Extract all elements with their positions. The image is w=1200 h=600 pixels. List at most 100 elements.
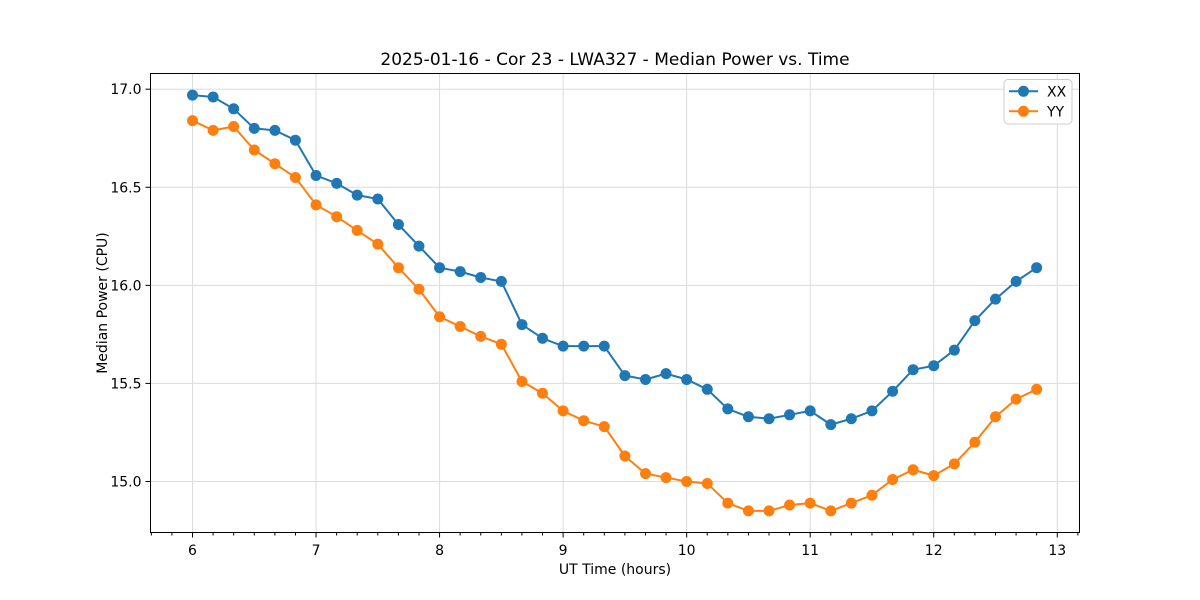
x-tick-label: 10 [678, 543, 696, 559]
data-point [1031, 262, 1043, 274]
data-point [598, 421, 610, 433]
data-point [289, 171, 301, 183]
data-point [516, 375, 528, 387]
data-point [434, 311, 446, 323]
y-tick-label: 17.0 [110, 82, 141, 98]
data-point [454, 321, 466, 333]
data-point [269, 124, 281, 136]
data-point [536, 332, 548, 344]
axes-frame [150, 73, 1080, 533]
data-point [372, 193, 384, 205]
data-point [228, 103, 240, 115]
data-point [557, 405, 569, 417]
data-point [392, 262, 404, 274]
data-point [475, 330, 487, 342]
data-point [866, 405, 878, 417]
data-point [578, 415, 590, 427]
data-point [187, 115, 199, 127]
series-line [191, 94, 1038, 426]
data-point [619, 450, 631, 462]
y-tick-label: 15.5 [110, 376, 141, 392]
data-point [1010, 393, 1022, 405]
axis-ticks [145, 88, 1079, 538]
data-point [495, 275, 507, 287]
data-point [825, 505, 837, 517]
y-tick-label: 16.5 [110, 180, 141, 196]
data-point [372, 238, 384, 250]
data-point [763, 413, 775, 425]
x-tick-label: 7 [312, 543, 321, 559]
data-point [804, 405, 816, 417]
data-point [784, 499, 796, 511]
x-tick-label: 11 [801, 543, 819, 559]
data-point [413, 283, 425, 295]
legend-entry-XX: XX [1009, 84, 1067, 100]
data-point [804, 497, 816, 509]
data-point [248, 144, 260, 156]
data-point [887, 385, 899, 397]
data-point [989, 411, 1001, 423]
data-point [207, 124, 219, 136]
data-point [495, 338, 507, 350]
data-point [660, 368, 672, 380]
data-point [928, 470, 940, 482]
data-point [825, 419, 837, 431]
data-point [1031, 383, 1043, 395]
data-point [598, 340, 610, 352]
data-point [228, 120, 240, 132]
data-point [516, 319, 528, 331]
data-point [969, 436, 981, 448]
x-tick-label: 8 [435, 543, 444, 559]
data-point [434, 262, 446, 274]
x-tick-label: 6 [188, 543, 197, 559]
data-point [948, 458, 960, 470]
data-point [887, 474, 899, 486]
data-point [310, 170, 322, 181]
legend-entry-YY: YY [1009, 104, 1065, 120]
data-point [722, 403, 734, 415]
data-point [681, 374, 693, 385]
x-tick-label: 12 [925, 543, 943, 559]
data-point [907, 364, 919, 376]
data-point [289, 134, 301, 146]
data-point [845, 497, 857, 509]
data-point [331, 211, 343, 223]
y-tick-label: 16.0 [110, 278, 141, 294]
data-point [619, 370, 631, 382]
x-tick-label: 13 [1048, 543, 1066, 559]
data-point [392, 219, 404, 231]
data-point [1010, 275, 1022, 287]
data-point [928, 360, 940, 372]
grid-lines [150, 73, 1080, 533]
data-point [351, 189, 363, 201]
series-YY [187, 115, 1043, 517]
data-point [640, 374, 652, 385]
data-point [907, 464, 919, 476]
data-point [351, 224, 363, 236]
series-XX [187, 89, 1043, 431]
data-point [269, 158, 281, 170]
data-point [187, 89, 199, 101]
data-point [948, 344, 960, 356]
legend: XX YY [1003, 79, 1073, 125]
data-point [701, 383, 713, 395]
data-point [248, 122, 260, 134]
data-point [701, 477, 713, 489]
y-tick-label: 15.0 [110, 475, 141, 491]
data-point [660, 472, 672, 484]
tick-labels: 6 7 8 9 10 11 12 13 15.0 15.5 16.0 16.5 17.0 [110, 82, 1066, 559]
data-point [475, 272, 487, 283]
data-point [207, 91, 219, 103]
data-point [763, 505, 775, 517]
data-point [969, 315, 981, 327]
data-point [989, 293, 1001, 305]
data-point [578, 340, 590, 352]
data-point [784, 409, 796, 421]
y-axis-label: Median Power (CPU) [95, 232, 111, 374]
legend-marker [1018, 105, 1029, 117]
legend-label: XX [1047, 84, 1067, 100]
data-point [557, 340, 569, 352]
chart-title: 2025-01-16 - Cor 23 - LWA327 - Median Po… [380, 50, 850, 70]
data-point [454, 266, 466, 278]
